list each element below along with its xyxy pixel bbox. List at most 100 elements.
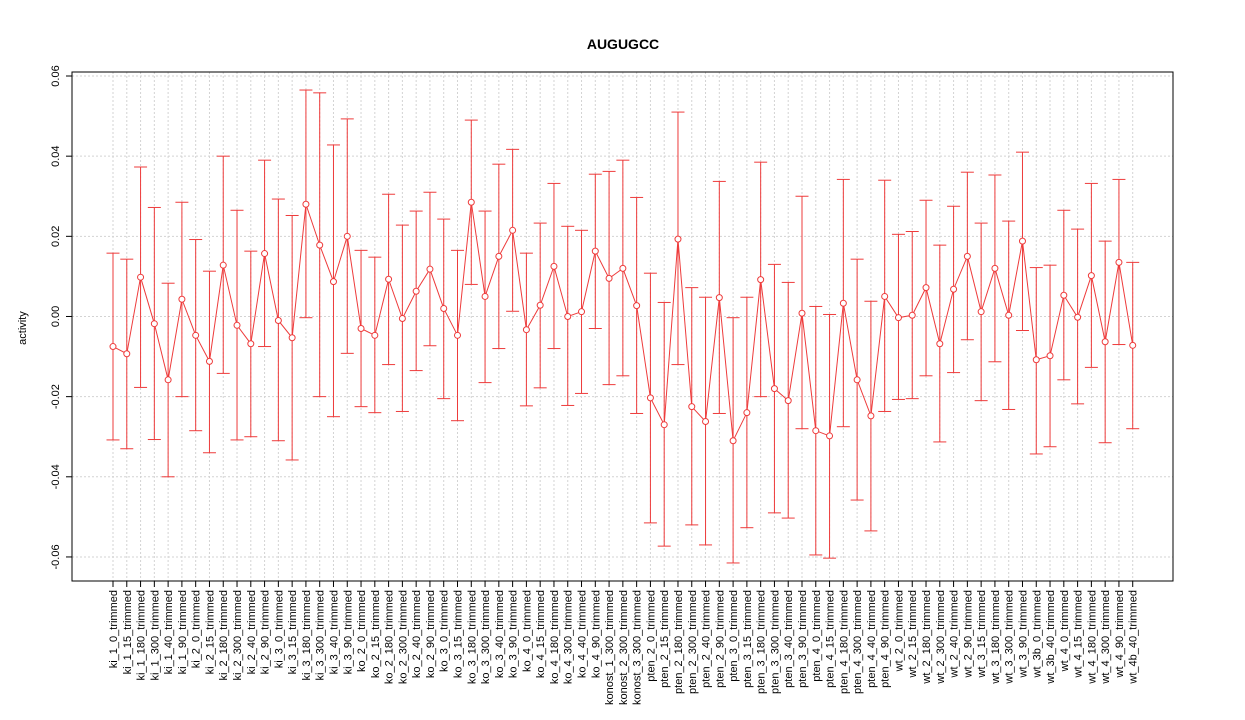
data-point <box>385 275 393 283</box>
x-tick-label: pten_3_180_trimmed <box>756 590 768 694</box>
data-point <box>922 284 930 292</box>
x-tick-label: wt_4_180_trimmed <box>1086 590 1098 685</box>
x-tick-label: ko_3_0_trimmed <box>439 590 451 672</box>
data-point <box>578 308 586 316</box>
x-tick-label: ko_2_0_trimmed <box>356 590 368 672</box>
data-point <box>440 304 448 312</box>
x-tick-label: pten_4_180_trimmed <box>838 590 850 694</box>
data-point <box>233 321 241 329</box>
x-tick-label: pten_3_90_trimmed <box>797 590 809 688</box>
x-tick-label: wt_2_40_trimmed <box>949 590 961 678</box>
x-tick-label: pten_2_40_trimmed <box>701 590 713 688</box>
x-tick-label: wt_2_90_trimmed <box>962 590 974 678</box>
x-tick-label: wt_2_180_trimmed <box>921 590 933 685</box>
data-point <box>329 278 337 286</box>
x-tick-label: wt_2_0_trimmed <box>893 590 905 672</box>
y-axis-label: activity <box>17 311 29 345</box>
data-point <box>398 314 406 322</box>
x-tick-label: ko_2_300_trimmed <box>397 590 409 684</box>
data-point <box>605 274 613 282</box>
x-axis: ki_1_0_trimmed ki_1_15_trimmed ki_1_180_tr… <box>108 581 1140 705</box>
x-tick-label: ko_2_90_trimmed <box>425 590 437 678</box>
data-point <box>826 432 834 440</box>
data-point <box>633 302 641 310</box>
data-point <box>784 397 792 405</box>
data-point <box>343 232 351 240</box>
x-tick-label: pten_4_0_trimmed <box>811 590 823 682</box>
x-tick-label: pten_2_300_trimmed <box>687 590 699 694</box>
data-point <box>412 287 420 295</box>
x-tick-label: ki_1_90_trimmed <box>177 590 189 674</box>
x-tick-label: ki_1_300_trimmed <box>149 590 161 681</box>
data-point <box>1115 258 1123 266</box>
x-tick-label: wt_4_300_trimmed <box>1100 590 1112 685</box>
data-point <box>1074 313 1082 321</box>
data-point <box>936 340 944 348</box>
grid <box>72 72 1173 581</box>
data-point <box>247 340 255 348</box>
data-point <box>798 309 806 317</box>
x-tick-label: ki_1_180_trimmed <box>136 590 148 681</box>
data-point <box>1129 341 1137 349</box>
x-tick-label: konost_2_300_trimmed <box>618 590 630 705</box>
x-tick-label: ko_3_40_trimmed <box>494 590 506 678</box>
data-point <box>674 235 682 243</box>
data-point <box>743 409 751 417</box>
data-point <box>950 285 958 293</box>
data-point <box>591 247 599 255</box>
x-tick-label: ki_1_0_trimmed <box>108 590 120 668</box>
data-point <box>1005 311 1013 319</box>
data-point <box>467 198 475 206</box>
y-tick-label: 0.00 <box>50 306 62 327</box>
x-tick-label: pten_3_40_trimmed <box>783 590 795 688</box>
data-point <box>1032 356 1040 364</box>
data-point <box>646 394 654 402</box>
x-tick-label: wt_3_180_trimmed <box>990 590 1002 685</box>
data-point <box>963 252 971 260</box>
data-point <box>522 326 530 334</box>
x-tick-label: ko_3_180_trimmed <box>466 590 478 684</box>
chart-title: AUGUGCC <box>587 36 659 52</box>
data-point <box>619 264 627 272</box>
data-point <box>550 262 558 270</box>
x-tick-label: ko_4_40_trimmed <box>577 590 589 678</box>
x-tick-label: wt_2_300_trimmed <box>935 590 947 685</box>
x-tick-label: ki_3_300_trimmed <box>315 590 327 681</box>
x-tick-label: ko_3_90_trimmed <box>508 590 520 678</box>
data-points <box>109 198 1137 445</box>
x-tick-label: ki_2_90_trimmed <box>260 590 272 674</box>
x-tick-label: ko_3_15_trimmed <box>453 590 465 678</box>
x-tick-label: ko_4_180_trimmed <box>549 590 561 684</box>
x-tick-label: pten_3_300_trimmed <box>769 590 781 694</box>
data-point <box>536 301 544 309</box>
data-point <box>509 226 517 234</box>
data-point <box>274 316 282 324</box>
data-point <box>812 427 820 435</box>
data-point <box>770 385 778 393</box>
x-tick-label: pten_4_300_trimmed <box>852 590 864 694</box>
data-point <box>109 343 117 351</box>
data-point <box>908 311 916 319</box>
x-tick-label: ki_2_15_trimmed <box>204 590 216 674</box>
x-tick-label: ki_3_180_trimmed <box>301 590 313 681</box>
x-tick-label: ki_3_15_trimmed <box>287 590 299 674</box>
data-point <box>839 299 847 307</box>
data-point <box>660 421 668 429</box>
data-point <box>261 250 269 258</box>
x-tick-label: wt_4_90_trimmed <box>1114 590 1126 678</box>
data-point <box>357 325 365 333</box>
data-point <box>219 261 227 269</box>
data-point <box>1060 291 1068 299</box>
y-tick-label: 0.04 <box>50 145 62 166</box>
x-tick-label: wt_4_15_trimmed <box>1073 590 1085 678</box>
data-point <box>164 376 172 384</box>
x-tick-label: pten_2_180_trimmed <box>673 590 685 694</box>
x-tick-label: ki_2_300_trimmed <box>232 590 244 681</box>
x-tick-label: pten_2_15_trimmed <box>659 590 671 688</box>
x-tick-label: ki_2_180_trimmed <box>218 590 230 681</box>
data-point <box>150 320 158 328</box>
x-tick-label: pten_3_0_trimmed <box>728 590 740 682</box>
data-point <box>495 252 503 260</box>
x-tick-label: ko_2_15_trimmed <box>370 590 382 678</box>
data-point <box>288 334 296 342</box>
